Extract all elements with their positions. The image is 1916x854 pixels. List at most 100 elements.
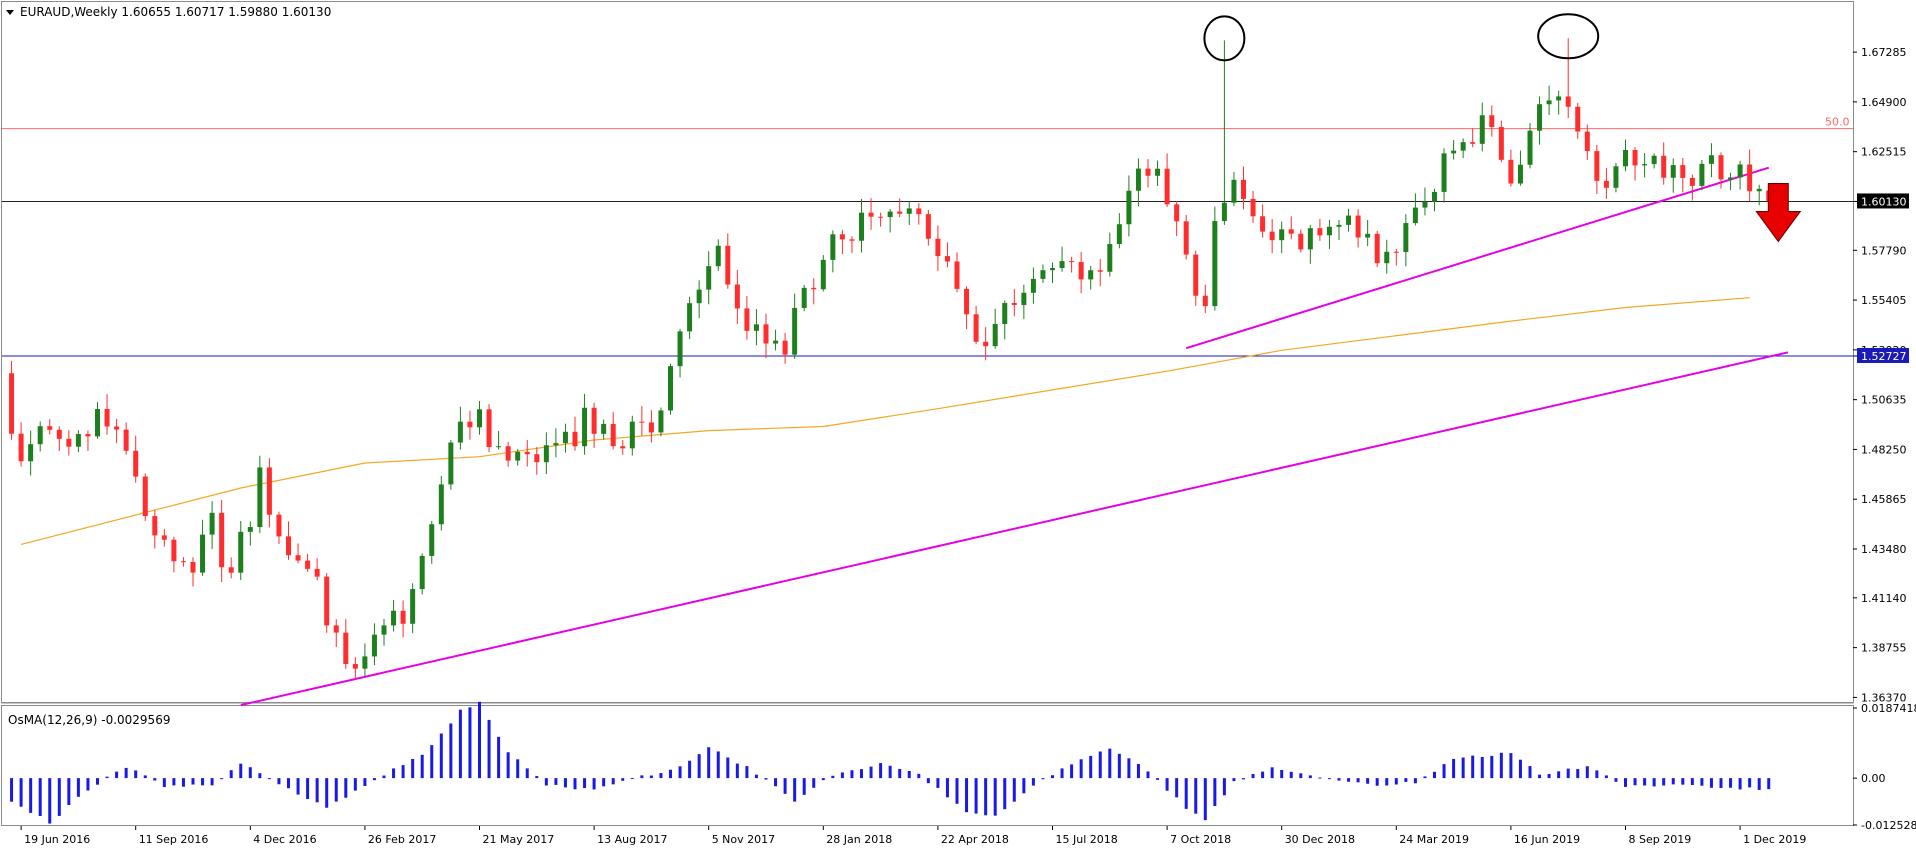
candle[interactable] (257, 455, 263, 534)
candle[interactable] (1298, 229, 1304, 253)
candle[interactable] (1317, 218, 1323, 241)
candle[interactable] (66, 430, 72, 456)
candle[interactable] (1355, 209, 1361, 248)
candle[interactable] (1116, 213, 1122, 249)
candle[interactable] (486, 404, 492, 453)
candle[interactable] (152, 510, 158, 549)
candle[interactable] (496, 431, 502, 450)
candle[interactable] (1565, 38, 1571, 119)
candle[interactable] (219, 499, 225, 582)
candle[interactable] (1556, 90, 1562, 115)
candle[interactable] (887, 209, 893, 233)
candle[interactable] (1441, 148, 1447, 203)
candle[interactable] (792, 293, 798, 359)
candle[interactable] (830, 230, 836, 273)
candle[interactable] (477, 401, 482, 435)
candle[interactable] (1642, 153, 1648, 178)
candle[interactable] (104, 394, 110, 435)
candle[interactable] (753, 309, 759, 346)
candle[interactable] (1088, 265, 1094, 290)
candle[interactable] (448, 440, 454, 490)
candle[interactable] (734, 270, 740, 324)
candle[interactable] (1460, 138, 1466, 159)
candle[interactable] (1021, 284, 1027, 320)
candle[interactable] (142, 473, 148, 521)
candle[interactable] (868, 198, 874, 230)
candle[interactable] (944, 242, 950, 268)
candle[interactable] (725, 233, 731, 289)
spike-high-circle[interactable] (1203, 15, 1246, 62)
candle[interactable] (1011, 289, 1017, 317)
candle[interactable] (629, 415, 635, 456)
candle[interactable] (1326, 219, 1332, 249)
candle[interactable] (1412, 193, 1418, 226)
candle[interactable] (1231, 172, 1237, 206)
candle[interactable] (820, 255, 826, 292)
candle[interactable] (897, 198, 903, 218)
candle[interactable] (620, 439, 626, 455)
candle[interactable] (381, 618, 387, 646)
candle[interactable] (1422, 187, 1428, 216)
candle[interactable] (543, 432, 549, 475)
candle[interactable] (1489, 105, 1495, 137)
candle[interactable] (859, 198, 864, 253)
candle[interactable] (1279, 221, 1285, 254)
candle[interactable] (658, 407, 664, 437)
candle[interactable] (371, 623, 377, 666)
candle[interactable] (1288, 216, 1294, 240)
spike-high-circle[interactable] (1537, 13, 1600, 60)
candle[interactable] (28, 430, 34, 476)
candle[interactable] (935, 225, 941, 271)
candle[interactable] (1689, 174, 1695, 201)
candle[interactable] (1623, 139, 1628, 172)
candle[interactable] (95, 402, 100, 439)
candle[interactable] (1002, 300, 1008, 340)
candle[interactable] (964, 286, 970, 330)
candle[interactable] (75, 430, 81, 453)
candle[interactable] (1708, 143, 1714, 178)
candle[interactable] (362, 643, 368, 677)
candle[interactable] (1584, 124, 1590, 160)
candle[interactable] (1747, 149, 1753, 202)
candle[interactable] (801, 284, 807, 312)
candle[interactable] (1374, 230, 1380, 267)
candle[interactable] (1479, 102, 1485, 152)
candle[interactable] (1221, 40, 1227, 225)
candle[interactable] (610, 412, 616, 450)
candle[interactable] (1269, 219, 1275, 254)
candle[interactable] (1527, 123, 1533, 169)
candle[interactable] (1728, 172, 1734, 191)
candle[interactable] (1498, 120, 1504, 163)
candle[interactable] (878, 212, 884, 227)
bearish-arrow-icon[interactable] (1755, 182, 1802, 243)
candle[interactable] (1135, 158, 1141, 207)
candle[interactable] (85, 430, 91, 451)
candle[interactable] (1193, 250, 1199, 306)
candle[interactable] (648, 410, 654, 443)
candle[interactable] (562, 423, 568, 453)
candle[interactable] (906, 201, 912, 225)
candle[interactable] (457, 406, 463, 450)
candle[interactable] (333, 619, 339, 648)
candle[interactable] (1097, 259, 1103, 287)
candle[interactable] (286, 521, 291, 560)
candle[interactable] (438, 475, 444, 531)
candle[interactable] (1546, 85, 1552, 115)
candle[interactable] (1718, 152, 1724, 189)
candle[interactable] (1508, 149, 1514, 187)
candle[interactable] (1260, 204, 1266, 238)
candle[interactable] (410, 583, 416, 634)
candle[interactable] (677, 328, 683, 378)
candle[interactable] (534, 447, 540, 475)
candle[interactable] (782, 332, 788, 364)
candle[interactable] (505, 441, 511, 467)
candle[interactable] (37, 421, 43, 452)
candle[interactable] (1202, 284, 1208, 313)
candle[interactable] (973, 305, 979, 345)
candle[interactable] (1030, 267, 1036, 304)
trendline-1[interactable] (240, 351, 1789, 707)
candle[interactable] (1613, 162, 1619, 193)
candle[interactable] (983, 327, 989, 361)
candle[interactable] (1241, 166, 1246, 210)
